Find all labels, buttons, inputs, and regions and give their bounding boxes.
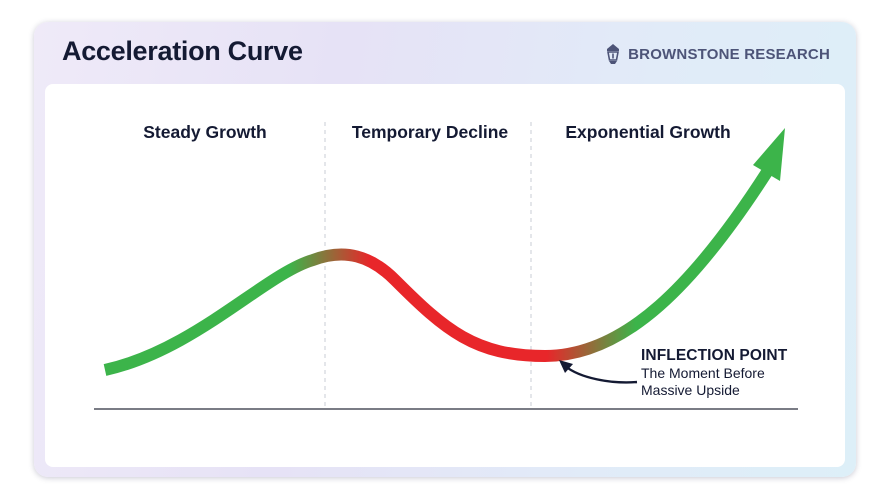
inflection-subtitle-line-1: The Moment Before bbox=[641, 365, 765, 381]
section-label-temporary-decline: Temporary Decline bbox=[351, 122, 509, 142]
acceleration-curve-card: Acceleration Curve BROWNSTONE RESEARCH bbox=[34, 22, 856, 477]
inflection-title: INFLECTION POINT bbox=[641, 347, 788, 364]
inflection-subtitle-line-2: Massive Upside bbox=[641, 382, 740, 398]
inflection-pointer bbox=[564, 365, 638, 384]
inflection-callout: INFLECTION POINT The Moment Before Massi… bbox=[641, 347, 787, 399]
section-label-exponential-growth: Exponential Growth bbox=[565, 122, 731, 142]
page-title: Acceleration Curve bbox=[62, 36, 303, 66]
lantern-logo-icon bbox=[607, 44, 620, 64]
section-label-steady-growth: Steady Growth bbox=[143, 122, 267, 142]
diagram-panel: Steady Growth Temporary Decline Exponent… bbox=[45, 84, 845, 467]
growth-arrowhead bbox=[753, 128, 785, 181]
curve-diagram bbox=[94, 122, 798, 410]
acceleration-curve bbox=[103, 168, 773, 376]
brand-name: BROWNSTONE RESEARCH bbox=[628, 45, 830, 63]
brand-logo: BROWNSTONE RESEARCH bbox=[604, 43, 830, 65]
inflection-pointer-head bbox=[559, 360, 573, 373]
